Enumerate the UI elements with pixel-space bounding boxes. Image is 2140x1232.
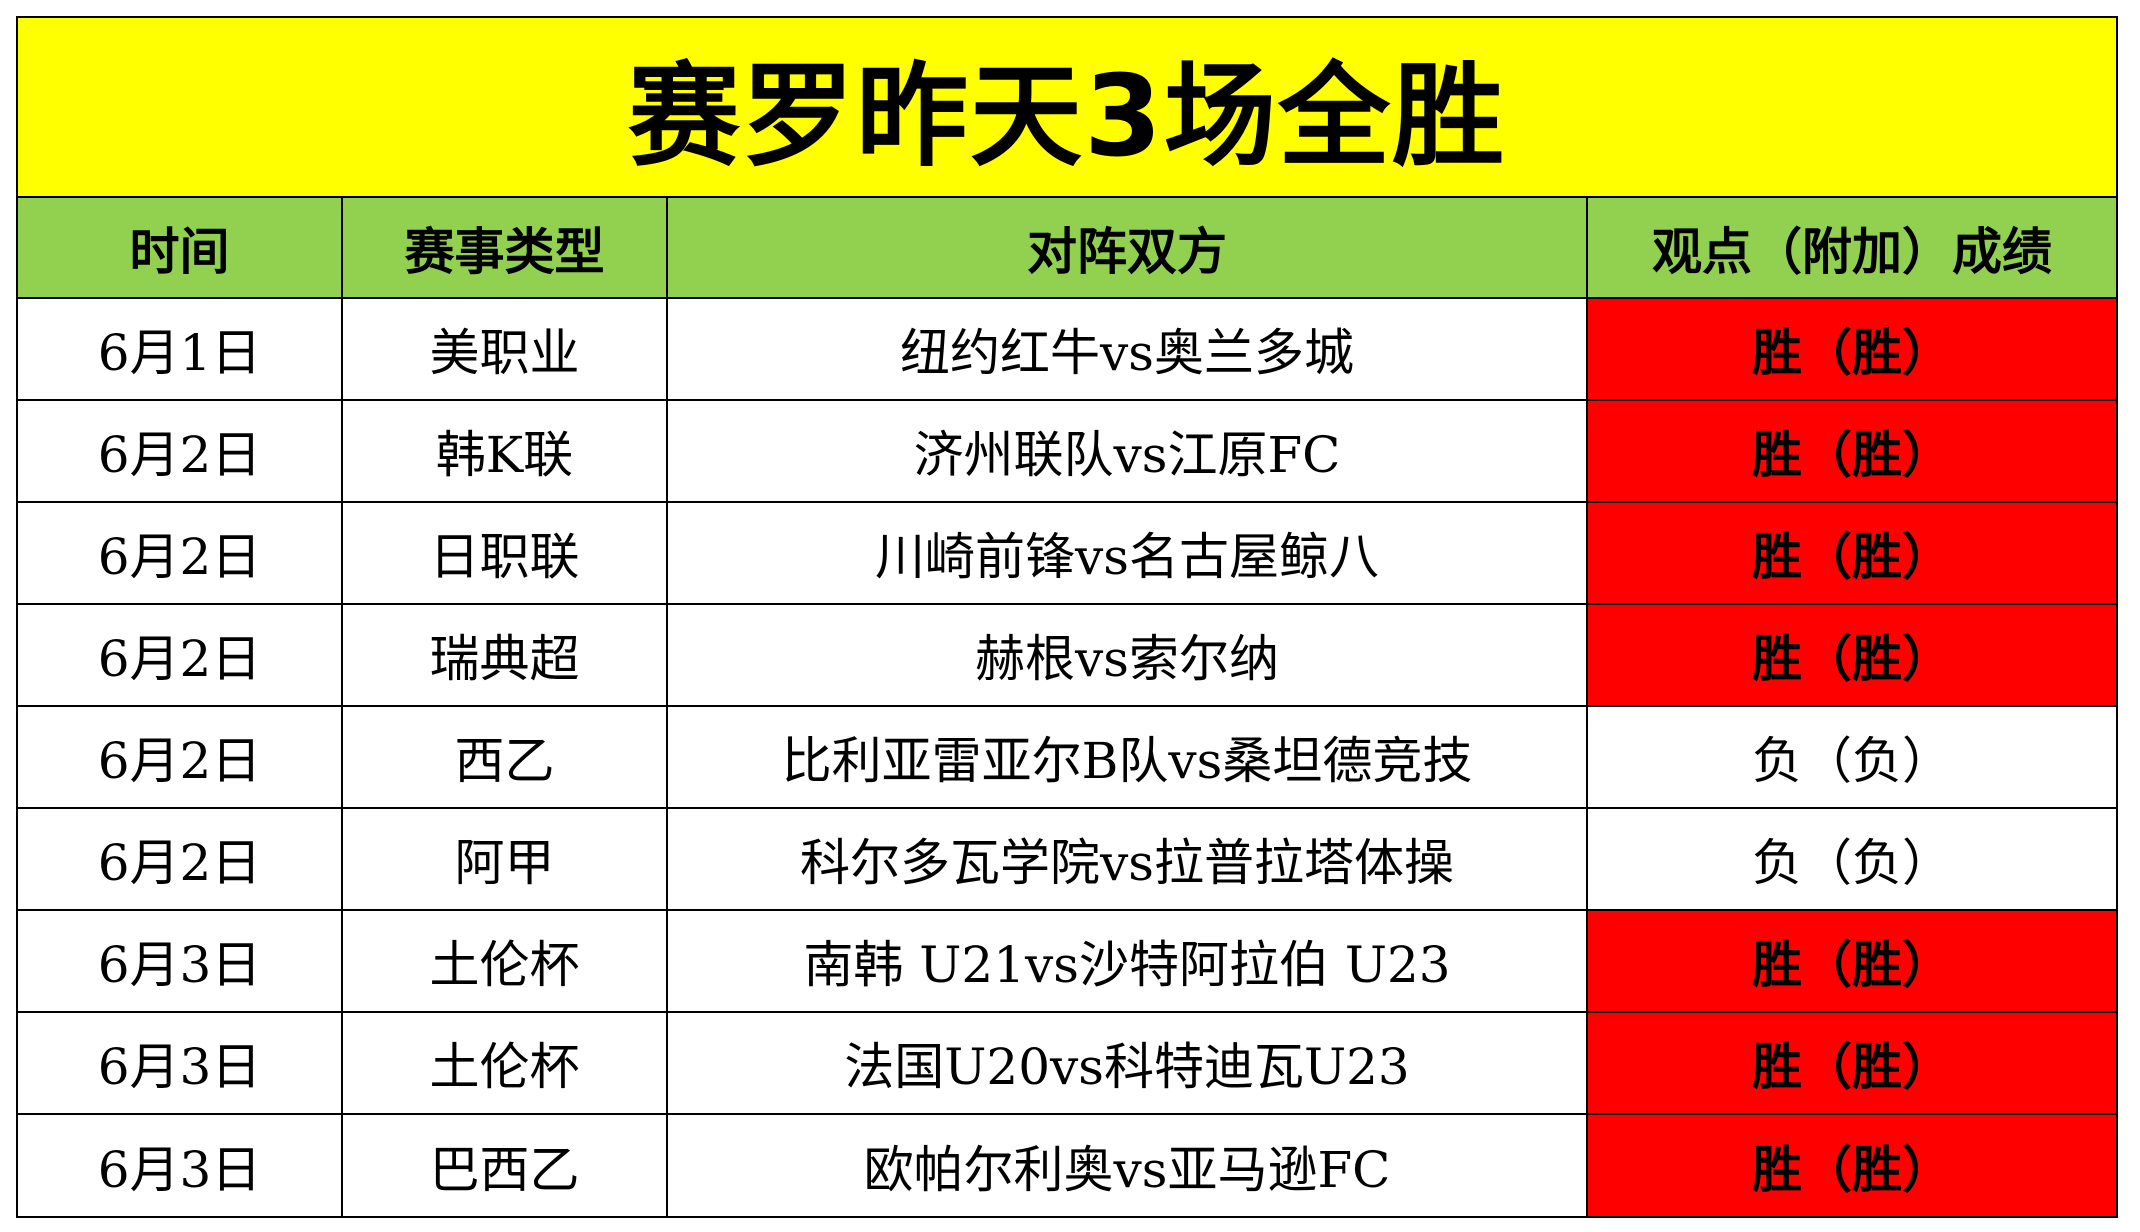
- header-match: 对阵双方: [666, 198, 1588, 299]
- title-bar: 赛罗昨天3场全胜: [18, 18, 2116, 198]
- cell-type: 韩K联: [341, 399, 668, 503]
- cell-type: 土伦杯: [341, 909, 668, 1013]
- cell-result: 胜（胜）: [1586, 603, 2116, 707]
- cell-time: 6月2日: [18, 399, 343, 503]
- cell-time: 6月3日: [18, 909, 343, 1013]
- cell-result: 胜（胜）: [1586, 1011, 2116, 1115]
- header-result: 观点（附加）成绩: [1586, 198, 2116, 299]
- cell-result: 负（负）: [1586, 807, 2116, 911]
- header-type: 赛事类型: [341, 198, 668, 299]
- results-sheet: 赛罗昨天3场全胜 时间 赛事类型 对阵双方 观点（附加）成绩 6月1日 美职业 纽约…: [16, 16, 2118, 1218]
- cell-time: 6月1日: [18, 297, 343, 401]
- cell-match: 济州联队vs江原FC: [666, 399, 1588, 503]
- cell-time: 6月2日: [18, 501, 343, 605]
- cell-result: 胜（胜）: [1586, 1113, 2116, 1216]
- results-table: 时间 赛事类型 对阵双方 观点（附加）成绩 6月1日 美职业 纽约红牛vs奥兰多城胜…: [18, 198, 2116, 1216]
- cell-result: 胜（胜）: [1586, 297, 2116, 401]
- table-row: 6月2日 西乙 比利亚雷亚尔B队vs桑坦德竞技 负（负）: [18, 705, 2116, 809]
- cell-match: 纽约红牛vs奥兰多城: [666, 297, 1588, 401]
- cell-time: 6月3日: [18, 1113, 343, 1216]
- cell-type: 美职业: [341, 297, 668, 401]
- table-row: 6月3日 巴西乙 欧帕尔利奥vs亚马逊FC 胜（胜）: [18, 1113, 2116, 1216]
- cell-time: 6月3日: [18, 1011, 343, 1115]
- cell-match: 科尔多瓦学院vs拉普拉塔体操: [666, 807, 1588, 911]
- cell-type: 巴西乙: [341, 1113, 668, 1216]
- header-time: 时间: [18, 198, 343, 299]
- cell-result: 胜（胜）: [1586, 399, 2116, 503]
- table-row: 6月3日 土伦杯 南韩 U21vs沙特阿拉伯 U23 胜（胜）: [18, 909, 2116, 1013]
- cell-result: 胜（胜）: [1586, 501, 2116, 605]
- cell-time: 6月2日: [18, 603, 343, 707]
- header-row: 时间 赛事类型 对阵双方 观点（附加）成绩: [18, 198, 2116, 299]
- cell-type: 瑞典超: [341, 603, 668, 707]
- cell-type: 阿甲: [341, 807, 668, 911]
- cell-match: 赫根vs索尔纳: [666, 603, 1588, 707]
- cell-time: 6月2日: [18, 705, 343, 809]
- cell-match: 欧帕尔利奥vs亚马逊FC: [666, 1113, 1588, 1216]
- cell-type: 土伦杯: [341, 1011, 668, 1115]
- results-body: 6月1日 美职业 纽约红牛vs奥兰多城 胜（胜） 6月2日 韩K联 济州联队vs江原FC 胜（…: [18, 297, 2116, 1216]
- cell-type: 日职联: [341, 501, 668, 605]
- table-row: 6月2日 韩K联 济州联队vs江原FC 胜（胜）: [18, 399, 2116, 503]
- cell-result: 胜（胜）: [1586, 909, 2116, 1013]
- cell-match: 南韩 U21vs沙特阿拉伯 U23: [666, 909, 1588, 1013]
- table-row: 6月2日 瑞典超 赫根vs索尔纳 胜（胜）: [18, 603, 2116, 707]
- table-row: 6月2日 日职联 川崎前锋vs名古屋鲸八 胜（胜）: [18, 501, 2116, 605]
- table-row: 6月2日 阿甲 科尔多瓦学院vs拉普拉塔体操 负（负）: [18, 807, 2116, 911]
- cell-type: 西乙: [341, 705, 668, 809]
- cell-result: 负（负）: [1586, 705, 2116, 809]
- cell-match: 比利亚雷亚尔B队vs桑坦德竞技: [666, 705, 1588, 809]
- page-title: 赛罗昨天3场全胜: [628, 52, 1506, 182]
- table-row: 6月1日 美职业 纽约红牛vs奥兰多城 胜（胜）: [18, 297, 2116, 401]
- cell-match: 法国U20vs科特迪瓦U23: [666, 1011, 1588, 1115]
- table-row: 6月3日 土伦杯 法国U20vs科特迪瓦U23 胜（胜）: [18, 1011, 2116, 1115]
- cell-time: 6月2日: [18, 807, 343, 911]
- cell-match: 川崎前锋vs名古屋鲸八: [666, 501, 1588, 605]
